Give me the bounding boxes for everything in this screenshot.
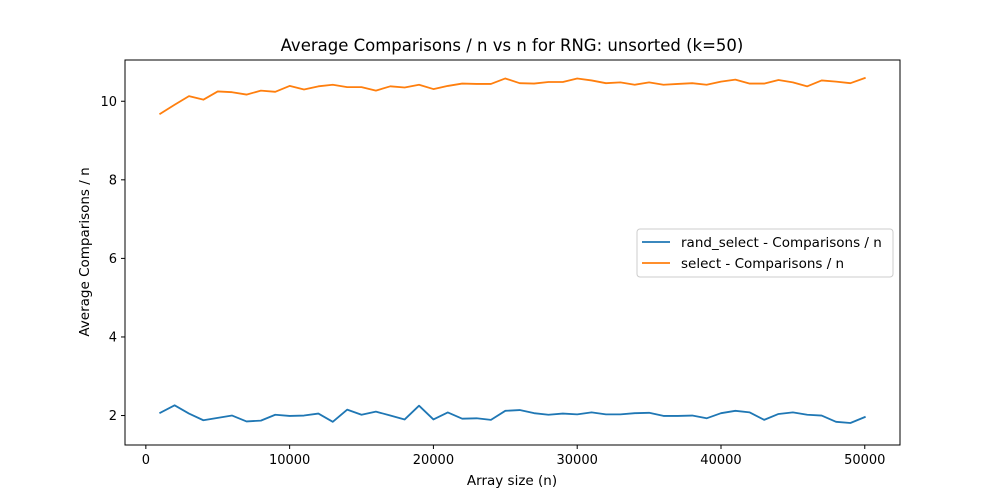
x-tick-label: 20000 [413,453,454,468]
x-axis-label: Array size (n) [467,473,557,489]
y-tick-label: 8 [109,173,117,188]
plot-lines [158,76,866,424]
series-line-0 [159,404,866,424]
legend-label-1: select - Comparisons / n [681,256,844,272]
y-tick-label: 6 [109,252,117,267]
series-line-1 [158,76,866,116]
chart-title: Average Comparisons / n vs n for RNG: un… [281,36,744,55]
x-tick-label: 0 [142,453,150,468]
x-tick-label: 10000 [269,453,310,468]
y-axis-ticks: 2 4 6 8 10 [100,95,125,424]
y-tick-label: 2 [109,409,117,424]
legend: rand_select - Comparisons / n select - Co… [636,228,894,278]
y-axis-label: Average Comparisons / n [77,167,93,336]
x-axis-ticks: 0 10000 20000 30000 40000 50000 [142,445,885,468]
plot-frame [124,59,901,446]
x-tick-label: 50000 [844,453,885,468]
y-tick-label: 4 [109,330,117,345]
y-tick-label: 10 [100,95,117,110]
legend-box [636,228,894,278]
x-tick-label: 30000 [557,453,598,468]
x-tick-label: 40000 [700,453,741,468]
legend-label-0: rand_select - Comparisons / n [681,235,882,251]
